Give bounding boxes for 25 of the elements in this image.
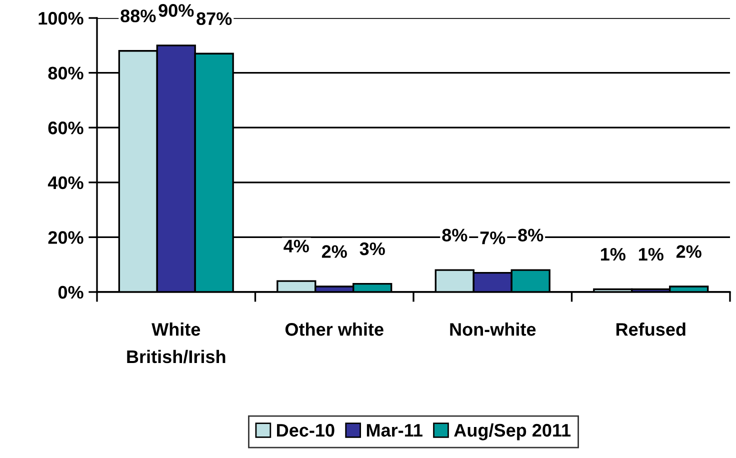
y-tick-label: 0%	[58, 286, 84, 299]
text: 3%	[360, 242, 385, 256]
text: 88%	[120, 10, 156, 22]
text: 1%	[600, 248, 626, 261]
y-tick-label: 80%	[48, 66, 84, 80]
x-tick-label: White British/Irish	[127, 322, 226, 364]
y-tick-label: 60%	[48, 122, 84, 134]
text: 8%	[518, 228, 544, 242]
x-tick-label: Other white	[285, 322, 384, 336]
text: 87%	[196, 12, 232, 26]
text: 1%	[638, 248, 664, 261]
text: 8%	[442, 228, 468, 242]
legend-label: Dec-10	[277, 424, 334, 437]
text: 2%	[322, 245, 347, 258]
y-tick-label: 20%	[48, 231, 84, 244]
text: 2%	[676, 245, 702, 258]
text: 4%	[284, 240, 309, 252]
legend-label: Aug/Sep 2011	[454, 423, 571, 440]
x-tick-label: Non-white	[450, 322, 536, 336]
y-tick-label: 40%	[48, 176, 84, 190]
y-tick-label: 100%	[38, 12, 84, 25]
text: 7%	[480, 232, 506, 244]
text: 90%	[158, 4, 194, 17]
x-tick-label: Refused	[616, 322, 686, 336]
legend-label: Mar-11	[366, 424, 422, 437]
